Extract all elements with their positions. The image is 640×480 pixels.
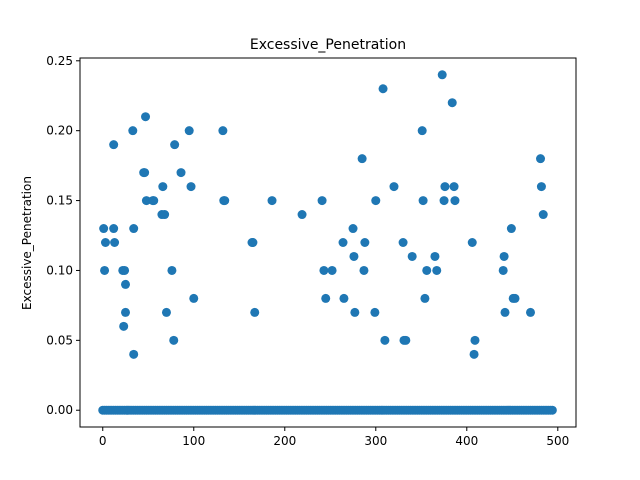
data-point bbox=[119, 321, 129, 331]
data-point bbox=[339, 293, 349, 303]
data-point bbox=[161, 307, 171, 317]
data-point bbox=[149, 196, 159, 206]
data-point bbox=[450, 196, 460, 206]
data-point bbox=[422, 265, 432, 275]
data-point bbox=[189, 293, 199, 303]
y-tick-label: 0.05 bbox=[46, 333, 73, 347]
data-point bbox=[109, 224, 119, 234]
data-point bbox=[398, 238, 408, 247]
y-tick-label: 0.00 bbox=[46, 403, 73, 417]
data-point bbox=[407, 251, 417, 261]
data-point bbox=[128, 126, 138, 136]
data-point bbox=[184, 126, 194, 136]
data-point bbox=[536, 182, 546, 192]
data-point bbox=[176, 168, 186, 178]
data-point bbox=[510, 293, 520, 303]
x-tick-label: 200 bbox=[273, 434, 296, 448]
data-point bbox=[160, 210, 170, 220]
data-point bbox=[536, 154, 546, 164]
y-axis-ticks: 0.00 0.05 0.10 0.15 0.20 0.25 bbox=[46, 54, 80, 417]
x-tick-label: 300 bbox=[364, 434, 387, 448]
data-point bbox=[100, 238, 110, 247]
data-point bbox=[499, 251, 509, 261]
data-point bbox=[357, 154, 367, 164]
data-point bbox=[99, 224, 109, 234]
y-axis-label: Excessive_Penetration bbox=[20, 176, 34, 310]
data-point bbox=[348, 224, 358, 234]
data-point bbox=[498, 265, 508, 275]
data-point bbox=[121, 279, 130, 289]
data-point bbox=[218, 126, 228, 136]
data-point bbox=[547, 405, 557, 415]
data-point bbox=[359, 265, 369, 275]
data-point bbox=[327, 265, 337, 275]
data-point bbox=[186, 182, 196, 192]
data-point bbox=[120, 265, 130, 275]
data-point bbox=[370, 307, 380, 317]
data-points bbox=[98, 70, 557, 415]
data-point bbox=[141, 196, 151, 206]
data-point bbox=[317, 196, 327, 206]
data-point bbox=[250, 307, 260, 317]
data-point bbox=[420, 293, 430, 303]
data-point bbox=[350, 307, 360, 317]
data-point bbox=[500, 307, 510, 317]
data-point bbox=[321, 293, 331, 303]
data-point bbox=[526, 307, 535, 317]
data-point bbox=[469, 349, 479, 359]
plot-frame bbox=[79, 57, 577, 428]
data-point bbox=[371, 196, 381, 206]
data-point bbox=[248, 238, 258, 247]
data-point bbox=[437, 70, 447, 80]
chart-title: Excessive_Penetration bbox=[250, 37, 406, 53]
data-point bbox=[467, 238, 477, 247]
data-point bbox=[349, 251, 359, 261]
y-tick-label: 0.10 bbox=[46, 263, 73, 277]
data-point bbox=[378, 84, 388, 94]
data-point bbox=[109, 140, 119, 150]
data-point bbox=[110, 238, 120, 247]
data-point bbox=[158, 182, 168, 192]
data-point bbox=[439, 196, 449, 206]
data-point bbox=[129, 224, 139, 234]
data-point bbox=[141, 112, 151, 122]
data-point bbox=[169, 335, 179, 345]
data-point bbox=[389, 182, 399, 192]
x-tick-label: 0 bbox=[99, 434, 107, 448]
y-tick-label: 0.15 bbox=[46, 194, 73, 208]
data-point bbox=[338, 238, 348, 247]
y-tick-label: 0.20 bbox=[46, 124, 73, 138]
data-point bbox=[380, 335, 390, 345]
data-point bbox=[449, 182, 459, 192]
data-point bbox=[267, 196, 277, 206]
data-point bbox=[140, 168, 150, 178]
x-axis-ticks: 0 100 200 300 400 500 bbox=[99, 427, 569, 448]
data-point bbox=[430, 251, 440, 261]
x-tick-label: 500 bbox=[546, 434, 569, 448]
data-point bbox=[418, 196, 428, 206]
data-point bbox=[538, 210, 548, 220]
data-point bbox=[121, 307, 130, 317]
data-point bbox=[417, 126, 427, 136]
data-point bbox=[470, 335, 480, 345]
data-point bbox=[220, 196, 230, 206]
x-tick-label: 400 bbox=[455, 434, 478, 448]
data-point bbox=[447, 98, 457, 108]
data-point bbox=[506, 224, 516, 234]
y-tick-label: 0.25 bbox=[46, 54, 73, 68]
x-tick-label: 100 bbox=[182, 434, 205, 448]
data-point bbox=[129, 349, 139, 359]
data-point bbox=[401, 335, 411, 345]
data-point bbox=[170, 140, 180, 150]
data-point bbox=[319, 265, 329, 275]
data-point bbox=[100, 265, 110, 275]
data-point bbox=[432, 265, 442, 275]
data-point bbox=[167, 265, 177, 275]
data-point bbox=[360, 238, 370, 247]
data-point bbox=[440, 182, 450, 192]
data-point bbox=[297, 210, 307, 220]
